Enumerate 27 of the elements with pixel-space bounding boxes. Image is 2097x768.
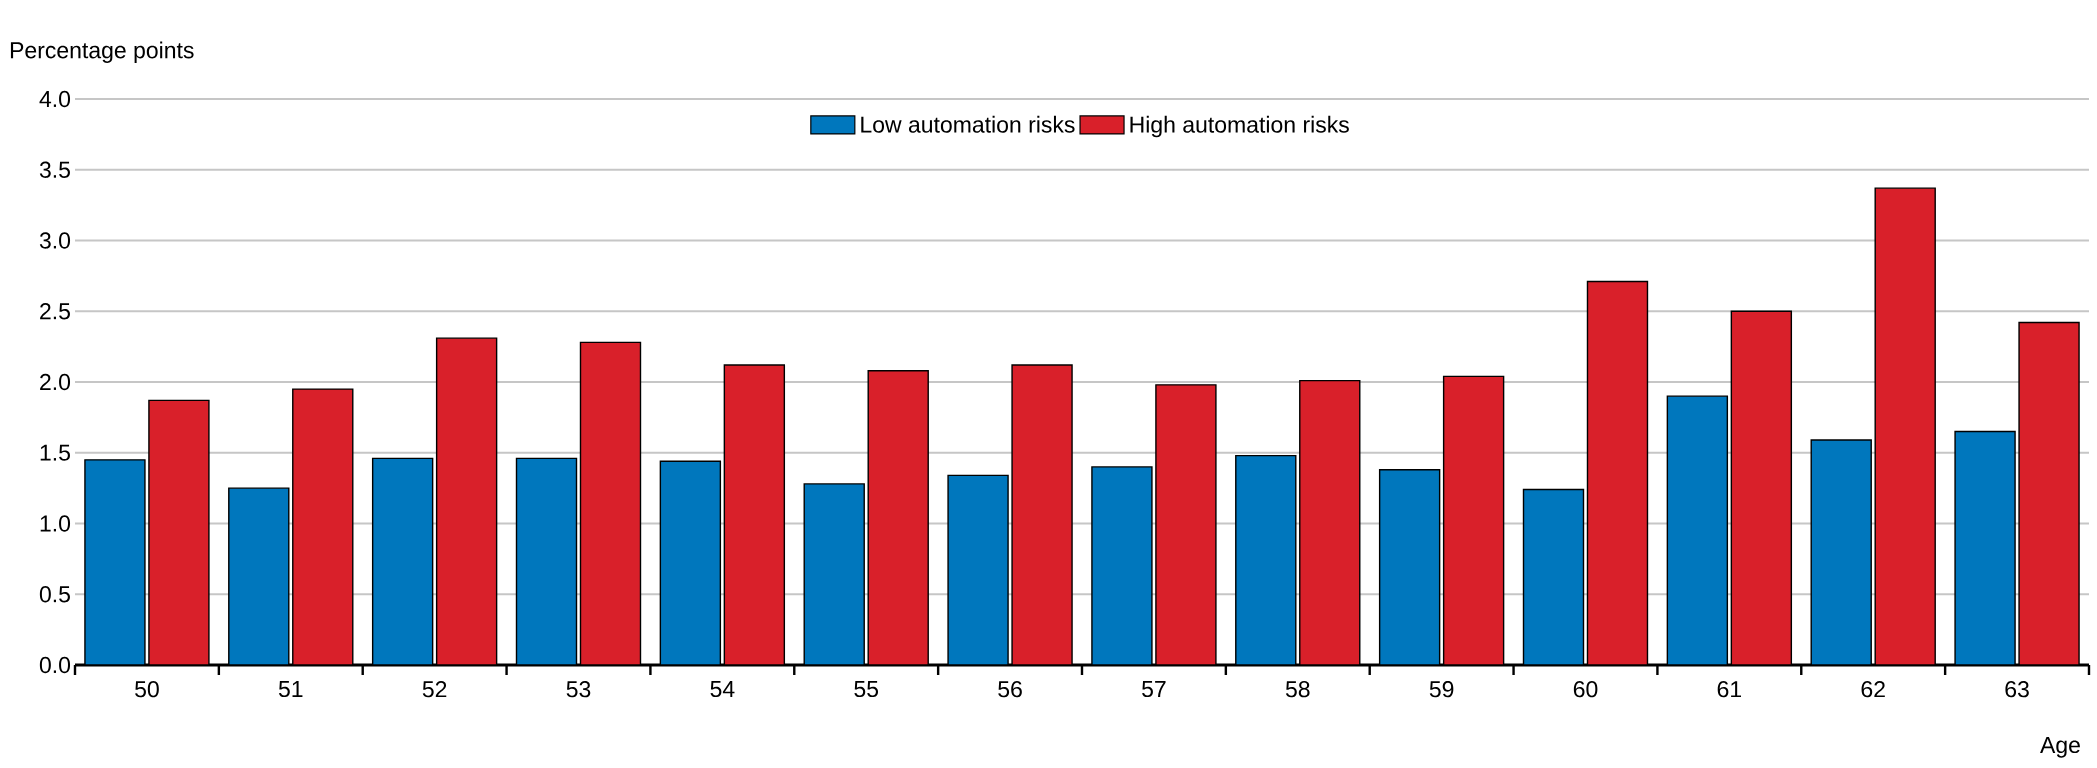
- x-tick-label: 63: [2005, 681, 2029, 698]
- y-tick-label: 2.5: [40, 303, 70, 320]
- y-tick-label: 4.0: [39, 90, 71, 108]
- x-axis-title: Age: [2040, 737, 2080, 758]
- x-tick-label: 60: [1573, 681, 1598, 698]
- legend-label: High automation risks: [1130, 115, 1349, 138]
- x-tick-label: 57: [1142, 681, 1166, 698]
- x-tick-label: 59: [1429, 681, 1454, 698]
- x-tick-label: 56: [998, 681, 1022, 698]
- x-tick-label: 51: [278, 681, 303, 698]
- y-tick-label: 3.0: [39, 232, 71, 249]
- legend-label: Low automation risks: [861, 115, 1075, 133]
- x-tick-label: 52: [422, 681, 447, 698]
- x-tick-label: 61: [1717, 681, 1741, 698]
- y-tick-label: 1.5: [40, 444, 70, 461]
- y-axis-title: Percentage points: [10, 41, 194, 63]
- x-tick-label: 55: [854, 681, 879, 698]
- y-tick-label: 3.5: [39, 161, 70, 178]
- x-tick-label: 62: [1861, 681, 1885, 698]
- y-tick-label: 2.0: [40, 373, 71, 391]
- x-tick-label: 54: [710, 681, 735, 698]
- y-tick-label: 1.0: [40, 515, 71, 532]
- y-tick-label: 0.0: [39, 656, 71, 674]
- y-tick-label: 0.5: [39, 586, 70, 603]
- x-tick-label: 53: [566, 681, 591, 698]
- x-tick-label: 58: [1285, 681, 1310, 698]
- x-tick-label: 50: [135, 681, 159, 698]
